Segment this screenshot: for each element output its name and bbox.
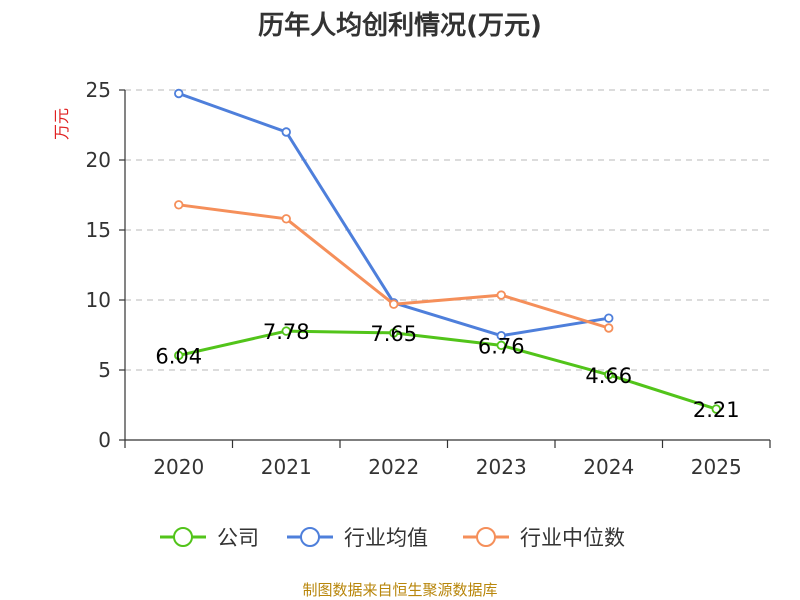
- legend-item-industry-median[interactable]: 行业中位数: [463, 526, 625, 550]
- y-axis-unit-label: 万元: [52, 108, 71, 140]
- legend-label: 行业均值: [344, 526, 428, 550]
- data-point-industry-mean[interactable]: [604, 313, 614, 323]
- data-label-company: 6.04: [155, 344, 202, 368]
- y-tick-label: 25: [86, 78, 111, 102]
- legend-label: 行业中位数: [520, 526, 625, 550]
- data-labels: 6.04 7.78 7.65 6.76 4.66 2.21: [155, 320, 739, 422]
- data-point-industry-mean[interactable]: [281, 127, 291, 137]
- y-tick-label: 15: [86, 218, 111, 242]
- data-point-company[interactable]: [496, 340, 506, 351]
- y-tick-label: 0: [98, 428, 111, 452]
- x-tick-label: 2023: [476, 455, 527, 479]
- data-point-company[interactable]: [174, 350, 184, 361]
- y-tick-label: 10: [86, 288, 111, 312]
- legend-swatch-marker: [300, 527, 320, 547]
- legend-swatch-marker: [476, 527, 496, 547]
- x-tick-label: 2025: [691, 455, 742, 479]
- gridlines: [125, 89, 770, 371]
- data-point-company[interactable]: [604, 370, 614, 380]
- data-point-company[interactable]: [281, 326, 291, 336]
- x-tick-label: 2020: [153, 455, 204, 479]
- legend-label: 公司: [217, 526, 259, 550]
- data-point-company[interactable]: [711, 404, 721, 414]
- data-point-industry-median[interactable]: [389, 299, 399, 309]
- y-tick-label: 20: [86, 148, 111, 172]
- data-label-company: 2.21: [693, 398, 740, 422]
- data-point-industry-median[interactable]: [174, 200, 184, 210]
- data-point-industry-median[interactable]: [281, 214, 291, 224]
- data-point-industry-mean[interactable]: [174, 88, 184, 99]
- data-point-industry-median[interactable]: [496, 290, 506, 300]
- data-label-company: 7.65: [370, 322, 417, 346]
- x-tick-label: 2024: [583, 455, 634, 479]
- series-line-company: [177, 329, 718, 411]
- data-label-company: 6.76: [478, 334, 525, 358]
- data-label-company: 4.66: [585, 364, 632, 388]
- legend-item-company[interactable]: 公司: [160, 526, 259, 550]
- x-tick-label: 2021: [261, 455, 312, 479]
- data-point-industry-mean[interactable]: [496, 331, 506, 341]
- x-tick-label: 2022: [368, 455, 419, 479]
- data-label-company: 7.78: [263, 320, 310, 344]
- chart-title: 历年人均创利情况(万元): [258, 10, 542, 41]
- legend[interactable]: 公司 行业均值 行业中位数: [160, 526, 625, 550]
- series-line-industry-median: [177, 203, 611, 330]
- legend-item-industry-mean[interactable]: 行业均值: [287, 526, 428, 550]
- data-point-company[interactable]: [389, 328, 399, 338]
- y-tick-label: 5: [98, 358, 111, 382]
- legend-swatch-marker: [173, 527, 193, 547]
- series-lines: [174, 88, 721, 414]
- data-point-industry-median[interactable]: [604, 323, 614, 333]
- source-note: 制图数据来自恒生聚源数据库: [302, 581, 497, 599]
